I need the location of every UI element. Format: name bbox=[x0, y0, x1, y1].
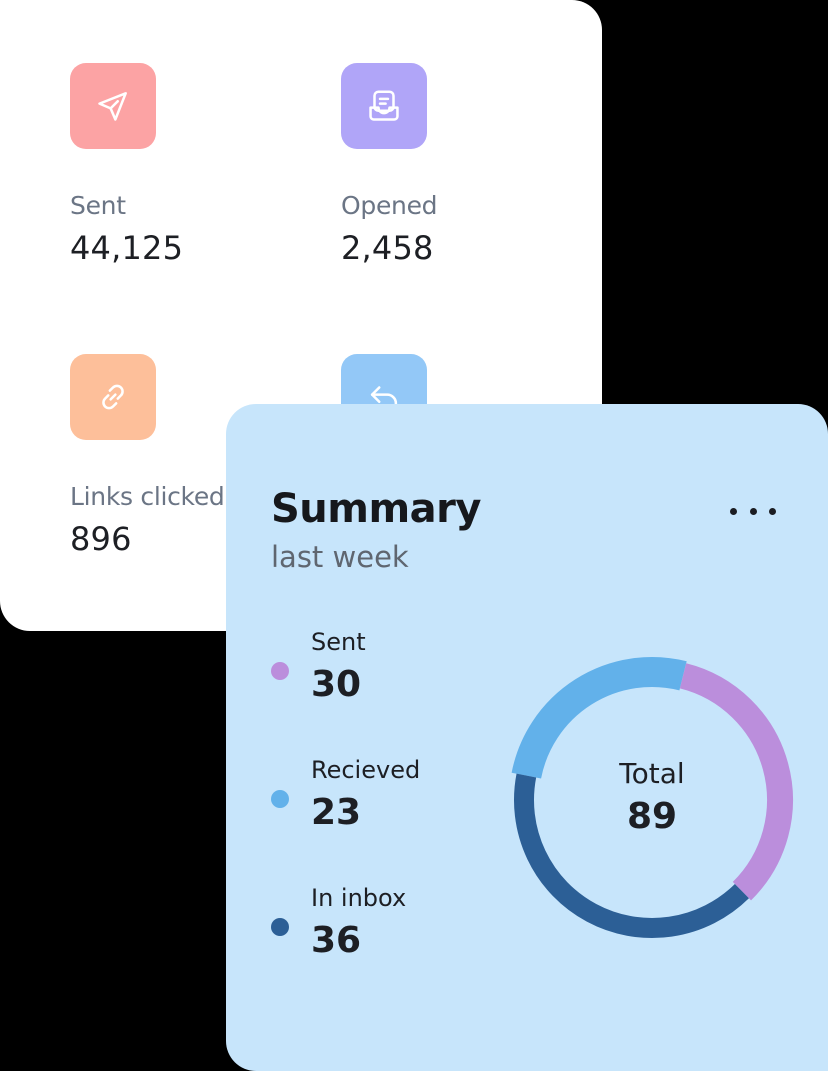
stat-value: 44,125 bbox=[70, 229, 184, 267]
more-options-button[interactable] bbox=[730, 496, 776, 526]
legend-dot bbox=[271, 790, 289, 808]
paper-plane-icon bbox=[70, 63, 156, 149]
stat-label: Opened bbox=[341, 191, 438, 220]
donut-slice-received bbox=[511, 657, 687, 779]
legend-dot bbox=[271, 662, 289, 680]
donut-center: Total 89 bbox=[502, 650, 802, 950]
legend-label: Recieved bbox=[311, 756, 421, 784]
stat-label: Links clicked bbox=[70, 482, 225, 511]
legend-label: In inbox bbox=[311, 884, 407, 912]
legend-dot bbox=[271, 918, 289, 936]
stat-value: 896 bbox=[70, 520, 132, 558]
total-value: 89 bbox=[626, 796, 678, 837]
donut-slice-sent bbox=[679, 663, 793, 901]
stat-label: Sent bbox=[70, 191, 126, 220]
stat-sent[interactable]: Sent 44,125 bbox=[70, 63, 183, 267]
summary-period: last week bbox=[271, 540, 409, 574]
donut-slice-in-inbox bbox=[514, 773, 749, 938]
total-label: Total bbox=[619, 757, 685, 790]
legend-value: 30 bbox=[311, 664, 362, 705]
summary-donut-chart bbox=[511, 657, 793, 938]
more-dot-icon bbox=[730, 507, 737, 515]
more-dot-icon bbox=[769, 507, 776, 515]
legend-value: 23 bbox=[311, 792, 362, 833]
legend-label: Sent bbox=[311, 628, 366, 656]
inbox-tray-icon bbox=[341, 63, 427, 149]
summary-title: Summary bbox=[271, 486, 481, 532]
more-dot-icon bbox=[749, 507, 757, 515]
summary-card: Summary last week Sent 30 Recieved 23 In… bbox=[226, 404, 828, 1071]
legend-value: 36 bbox=[311, 920, 362, 961]
stat-links-clicked[interactable]: Links clicked 896 bbox=[70, 354, 225, 558]
stat-value: 2,458 bbox=[341, 229, 434, 267]
stat-opened[interactable]: Opened 2,458 bbox=[341, 63, 438, 267]
link-icon bbox=[70, 354, 156, 440]
